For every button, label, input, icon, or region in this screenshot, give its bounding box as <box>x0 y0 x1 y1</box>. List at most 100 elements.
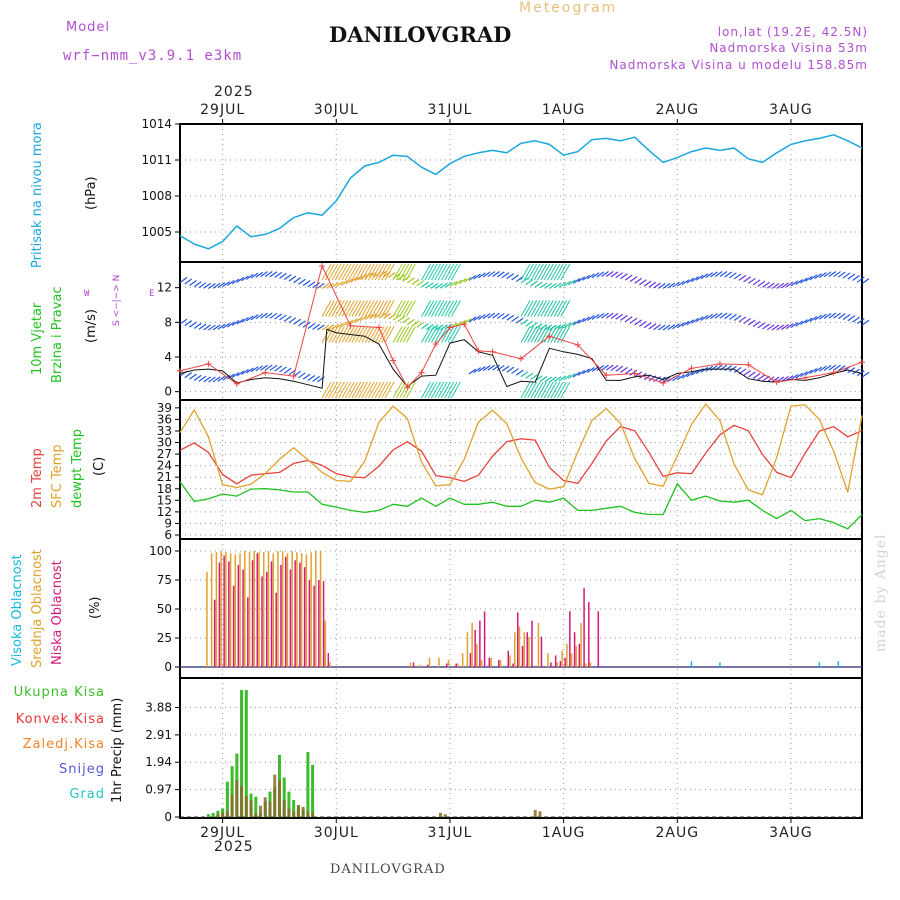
wind-barb <box>710 271 718 278</box>
wind-barb <box>411 320 420 327</box>
y-tick-label: 6 <box>164 528 172 542</box>
wind-barb-hatch <box>361 300 372 317</box>
footer-title: DANILOVGRAD <box>330 862 446 877</box>
wind-barb-hatch <box>527 326 538 343</box>
precip-total-bar <box>311 764 315 817</box>
wind-barb <box>288 275 297 282</box>
watermark: made by Angel <box>873 533 889 653</box>
precip-conv-bar <box>235 780 239 817</box>
wind-barb <box>700 273 709 280</box>
wind-barb <box>293 318 302 325</box>
wind-barb <box>762 323 770 330</box>
precip-legend-frz: Zaledj.Kisa <box>22 737 105 752</box>
wind-barb <box>624 274 633 281</box>
wind-barb <box>501 313 510 320</box>
wind-barb-hatch <box>440 381 451 399</box>
wind-max-marker <box>631 370 638 377</box>
wind-max-marker <box>859 359 865 366</box>
wind-barb <box>492 312 500 319</box>
wind-compass-we: W E <box>84 289 155 299</box>
wind-barb-hatch <box>341 263 352 281</box>
model-name: wrf−nmm_v3.9.1 e3km <box>63 48 243 64</box>
wind-barb-hatch <box>331 263 342 281</box>
wind-barb <box>293 277 302 284</box>
wind-barb-hatch <box>537 300 548 317</box>
wind-barb-hatch <box>557 381 567 399</box>
wind-barb <box>326 282 335 289</box>
wind-barb <box>539 282 548 289</box>
precip-conv-bar <box>277 780 281 817</box>
wind-barb <box>217 282 226 289</box>
wind-barb <box>241 368 249 375</box>
wind-barb <box>634 277 643 284</box>
wind-barb <box>293 370 302 377</box>
wind-barb <box>837 271 846 278</box>
wind-barb <box>549 376 557 383</box>
wind-barb-hatch <box>424 381 435 399</box>
wind-barb-hatch <box>405 263 416 281</box>
wind-barb <box>676 280 685 287</box>
wind-barb <box>714 271 723 277</box>
wind-barb-hatch <box>543 263 554 281</box>
wind-barb <box>729 313 737 320</box>
wind-barb-hatch <box>405 300 416 317</box>
cloud-unit: (%) <box>88 596 103 620</box>
y-tick-label: 1.94 <box>145 755 172 769</box>
wind-barb-hatch <box>434 300 445 317</box>
wind-barb <box>686 371 695 378</box>
wind-barb <box>525 372 534 379</box>
wind-barb-hatch <box>547 300 557 317</box>
precip-conv-bar <box>538 811 542 817</box>
wind-barb-hatch <box>374 263 385 281</box>
wind-barb-hatch <box>557 326 567 343</box>
wind-max-marker <box>404 384 411 391</box>
wind-barb <box>316 282 325 289</box>
wind-barb-hatch <box>338 300 349 317</box>
precip-total-bar <box>240 690 244 817</box>
wind-barb <box>790 374 799 380</box>
wind-barb <box>454 279 463 286</box>
wind-barb <box>705 313 714 320</box>
wind-barb-hatch <box>392 381 403 399</box>
wind-barb <box>501 272 510 279</box>
wind-barb-hatch <box>324 263 335 281</box>
wind-barb <box>766 376 775 383</box>
wind-barb <box>833 312 841 319</box>
wind-barb <box>743 317 751 324</box>
wind-barb <box>440 282 448 289</box>
wind-barb <box>856 318 865 325</box>
wind-barb <box>444 281 453 288</box>
wind-barb <box>691 317 699 324</box>
precip-conv-bar <box>259 805 263 817</box>
wind-barb-hatch <box>450 381 461 399</box>
wind-barb-hatch <box>540 263 551 281</box>
wind-barb <box>809 316 818 322</box>
wind-barb-hatch <box>344 263 355 281</box>
wind-barb <box>544 324 553 331</box>
wind-barb <box>676 374 685 381</box>
wind-barb-hatch <box>530 263 541 281</box>
wind-barb-hatch <box>351 263 362 281</box>
wind-barb <box>193 281 202 288</box>
wind-barb-hatch <box>560 263 571 281</box>
wind-barb <box>544 376 553 383</box>
wind-barb-hatch <box>381 300 392 317</box>
y-tick-label: 9 <box>164 516 172 530</box>
wind-barb <box>620 314 628 321</box>
wind-barb-hatch <box>371 300 382 317</box>
wind-barb <box>596 365 605 372</box>
precip-conv-bar <box>221 812 225 817</box>
wind-barb-hatch <box>378 300 388 317</box>
wind-barb <box>397 315 406 322</box>
wind-barb-hatch <box>447 326 458 343</box>
wind-barb <box>771 324 780 331</box>
wind-barb <box>279 366 287 373</box>
wind-barb-hatch <box>557 263 567 281</box>
wind-barb-hatch <box>523 381 534 399</box>
wind-barb <box>605 364 614 371</box>
wind-barb-hatch <box>371 263 382 281</box>
wind-barb <box>610 313 619 319</box>
wind-barb <box>321 282 330 289</box>
pressure-line <box>179 134 863 250</box>
wind-barb-hatch <box>447 263 458 281</box>
